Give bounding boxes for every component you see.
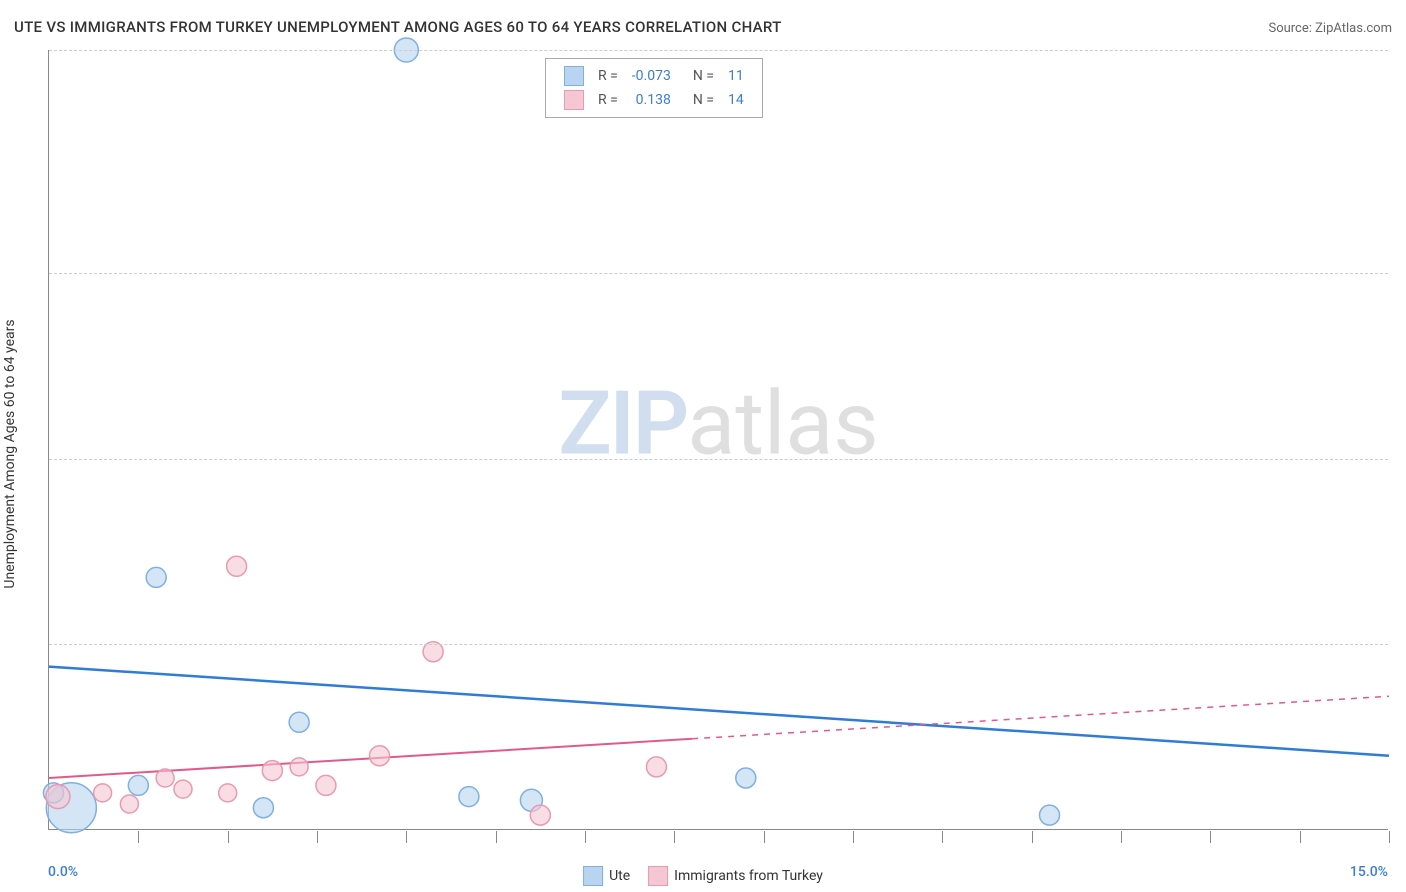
legend-swatch <box>648 866 668 886</box>
x-tick <box>674 831 675 843</box>
data-point <box>253 798 273 818</box>
legend-row: R = 0.138N = 14 <box>558 89 750 111</box>
plot-area: ZIPatlas 25.0%50.0%75.0%100.0% <box>48 50 1388 830</box>
data-point <box>289 712 309 732</box>
data-point <box>146 567 166 587</box>
x-tick <box>853 831 854 843</box>
trend-line <box>49 667 1389 756</box>
data-point <box>530 805 550 825</box>
x-axis-min-label: 0.0% <box>48 864 78 880</box>
data-point <box>46 785 70 809</box>
x-tick <box>228 831 229 843</box>
x-tick <box>496 831 497 843</box>
data-point <box>219 784 237 802</box>
gridline <box>49 644 1388 645</box>
n-label: N = <box>679 89 720 111</box>
y-tick-label: 50.0% <box>1396 451 1406 467</box>
x-tick <box>1389 831 1390 843</box>
chart-header: UTE VS IMMIGRANTS FROM TURKEY UNEMPLOYME… <box>14 18 1392 36</box>
data-point <box>316 775 336 795</box>
chart-svg <box>49 50 1388 829</box>
legend-series: Ute Immigrants from Turkey <box>583 866 823 886</box>
r-label: R = <box>592 65 624 87</box>
data-point <box>174 780 192 798</box>
x-tick <box>1032 831 1033 843</box>
source-label: Source: <box>1268 21 1315 36</box>
chart-source: Source: ZipAtlas.com <box>1268 21 1392 36</box>
legend-swatch <box>564 66 584 86</box>
x-tick <box>1210 831 1211 843</box>
data-point <box>156 769 174 787</box>
gridline <box>49 50 1388 51</box>
legend-label: Ute <box>609 868 630 884</box>
n-value: 14 <box>722 89 750 111</box>
legend-table: R = -0.073N = 11R = 0.138N = 14 <box>556 63 752 113</box>
data-point <box>1040 805 1060 825</box>
gridline <box>49 459 1388 460</box>
legend-item: Immigrants from Turkey <box>648 866 823 886</box>
chart-title: UTE VS IMMIGRANTS FROM TURKEY UNEMPLOYME… <box>14 18 782 36</box>
y-tick-label: 75.0% <box>1396 265 1406 281</box>
x-tick <box>406 831 407 843</box>
r-value: -0.073 <box>626 65 677 87</box>
r-label: R = <box>592 89 624 111</box>
n-label: N = <box>679 65 720 87</box>
data-point <box>227 556 247 576</box>
y-axis-label: Unemployment Among Ages 60 to 64 years <box>2 319 18 588</box>
data-point <box>262 761 282 781</box>
legend-item: Ute <box>583 866 630 886</box>
y-tick-label: 100.0% <box>1396 79 1406 95</box>
x-tick <box>1121 831 1122 843</box>
n-value: 11 <box>722 65 750 87</box>
data-point <box>290 758 308 776</box>
data-point <box>646 757 666 777</box>
y-tick-label: 25.0% <box>1396 636 1406 652</box>
data-point <box>128 775 148 795</box>
gridline <box>49 273 1388 274</box>
x-tick <box>585 831 586 843</box>
data-point <box>459 787 479 807</box>
data-point <box>370 746 390 766</box>
data-point <box>736 768 756 788</box>
legend-swatch <box>583 866 603 886</box>
legend-correlation: R = -0.073N = 11R = 0.138N = 14 <box>545 58 763 118</box>
data-point <box>120 795 138 813</box>
x-tick <box>138 831 139 843</box>
data-point <box>94 784 112 802</box>
legend-row: R = -0.073N = 11 <box>558 65 750 87</box>
legend-swatch <box>564 90 584 110</box>
r-value: 0.138 <box>626 89 677 111</box>
x-axis-max-label: 15.0% <box>1350 864 1388 880</box>
x-tick <box>1300 831 1301 843</box>
legend-label: Immigrants from Turkey <box>674 868 823 884</box>
x-tick <box>764 831 765 843</box>
x-tick <box>942 831 943 843</box>
x-tick <box>317 831 318 843</box>
source-name: ZipAtlas.com <box>1315 21 1392 36</box>
